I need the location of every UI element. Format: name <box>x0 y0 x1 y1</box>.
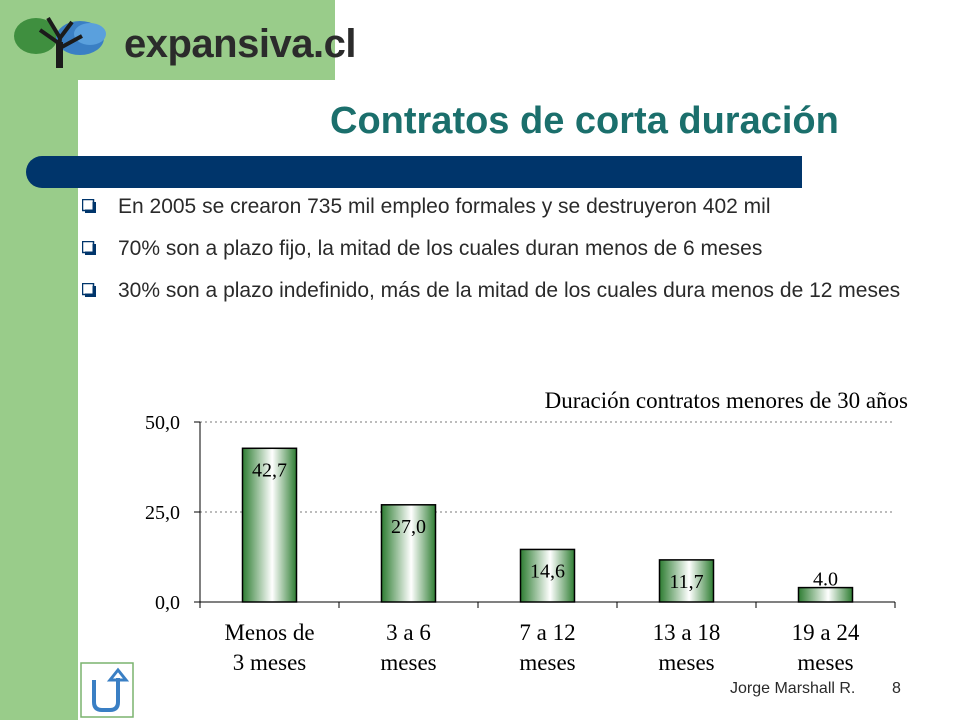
x-category-label: meses <box>519 650 575 675</box>
x-category-label: Menos de <box>224 620 314 645</box>
u-turn-arrow-icon <box>80 662 134 718</box>
bullet-item: 30% son a plazo indefinido, más de la mi… <box>80 278 960 304</box>
bar <box>658 559 715 603</box>
grid-lines <box>200 421 895 513</box>
y-axis: 0,0 25,0 50,0 <box>145 412 201 614</box>
x-axis: Menos de 3 meses 3 a 6 meses 7 a 12 meses 13 a… <box>199 601 896 675</box>
chart-title: Duración contratos menores de 30 años <box>545 388 908 413</box>
square-bullet-icon <box>82 283 96 297</box>
bullet-text: 70% son a plazo fijo, la mitad de los cu… <box>118 237 763 260</box>
bullet-text: En 2005 se crearon 735 mil empleo formal… <box>118 195 771 218</box>
x-category-label: 13 a 18 <box>653 620 721 645</box>
x-category-label: meses <box>658 650 714 675</box>
bullet-item: 70% son a plazo fijo, la mitad de los cu… <box>80 236 960 262</box>
bullet-item: En 2005 se crearon 735 mil empleo formal… <box>80 194 960 220</box>
logo: expansiva.cl <box>10 8 356 72</box>
logo-text: expansiva.cl <box>124 22 356 66</box>
x-category-label: 19 a 24 <box>792 620 860 645</box>
x-category-label: 7 a 12 <box>519 620 575 645</box>
x-category-label: 3 a 6 <box>386 620 431 645</box>
square-bullet-icon <box>82 241 96 255</box>
data-label: 42,7 <box>252 459 287 481</box>
square-bullet-icon <box>82 199 96 213</box>
title-underline-bar <box>26 156 802 188</box>
tree-logo-icon <box>14 16 106 68</box>
bullet-text: 30% son a plazo indefinido, más de la mi… <box>118 279 901 302</box>
y-tick-label: 25,0 <box>145 502 180 524</box>
side-band <box>0 0 78 720</box>
data-label: 27,0 <box>391 516 426 538</box>
data-label: 4.0 <box>813 569 838 591</box>
bullet-list: En 2005 se crearon 735 mil empleo formal… <box>80 194 960 320</box>
slide-title: Contratos de corta duración <box>330 100 839 142</box>
x-category-label: meses <box>380 650 436 675</box>
footer-author: Jorge Marshall R. <box>730 680 856 697</box>
bar <box>519 548 576 603</box>
y-tick-label: 0,0 <box>155 592 180 614</box>
bar-chart: Duración contratos menores de 30 años 0,… <box>145 388 908 675</box>
x-category-label: 3 meses <box>233 650 307 675</box>
bar <box>241 447 298 603</box>
data-label: 11,7 <box>669 571 703 593</box>
footer-page-number: 8 <box>892 680 901 697</box>
y-tick-label: 50,0 <box>145 412 180 434</box>
home-nav-button[interactable] <box>80 662 134 718</box>
bar <box>380 504 437 603</box>
data-label: 14,6 <box>530 560 565 582</box>
x-category-label: meses <box>797 650 853 675</box>
bar-series: 42,7 27,0 14,6 11,7 4.0 <box>241 447 854 603</box>
